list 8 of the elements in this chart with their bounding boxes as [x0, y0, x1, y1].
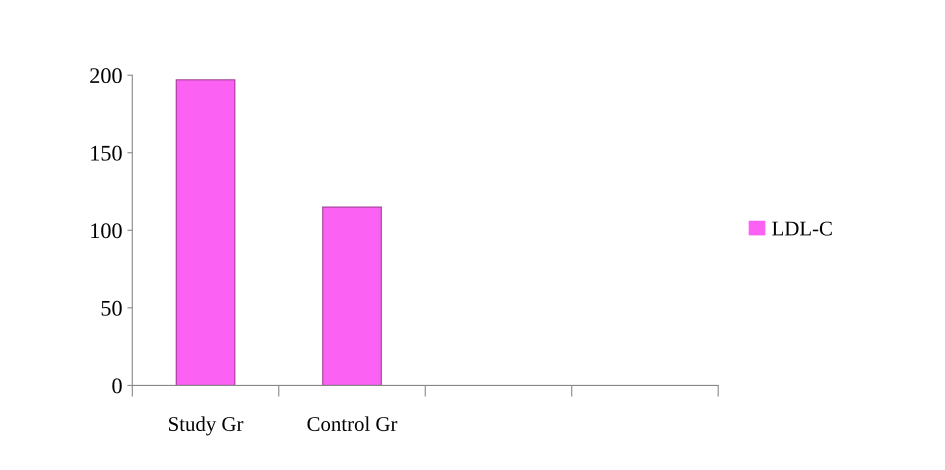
y-tick-label: 100: [91, 223, 122, 238]
x-tick-label: Control Gr: [307, 416, 398, 432]
y-tick-label: 200: [90, 68, 122, 84]
y-tick-label: 50: [102, 300, 122, 316]
y-tick-label: 150: [91, 146, 122, 161]
y-tick-label: 0: [112, 378, 122, 394]
legend-label: LDL-C: [772, 222, 832, 236]
x-tick-label: Study Gr: [169, 416, 244, 436]
